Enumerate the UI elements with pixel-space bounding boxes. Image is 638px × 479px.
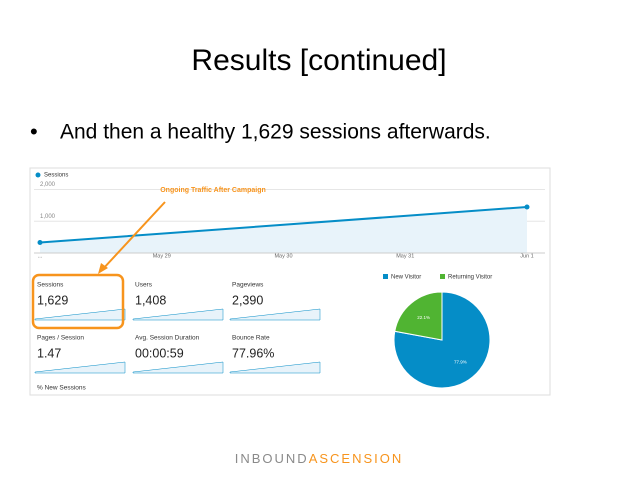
sparkline xyxy=(34,308,126,321)
metric-label: % New Sessions xyxy=(37,385,87,392)
brand-part: INBOUND xyxy=(235,451,309,466)
footer-brand: INBOUNDASCENSION xyxy=(235,451,404,466)
metric-value: 00:00:59 xyxy=(135,346,184,360)
bullet-text: And then a healthy 1,629 sessions afterw… xyxy=(60,121,491,144)
pie-label: 77.9% xyxy=(454,359,467,364)
metric-label: Avg. Session Duration xyxy=(135,335,200,342)
metric-value: 1.47 xyxy=(37,346,61,360)
metric-value: 1,629 xyxy=(37,293,68,307)
line-area xyxy=(40,206,527,253)
session-line xyxy=(39,205,528,244)
metric-label: Sessions xyxy=(37,282,64,289)
metric-label: Pageviews xyxy=(232,282,264,289)
brand-part: ASCENSION xyxy=(309,451,404,466)
line-point xyxy=(37,240,43,246)
metric-label: Pages / Session xyxy=(37,335,84,342)
slide-title: Results [continued] xyxy=(191,44,446,77)
legend-swatch xyxy=(440,274,445,279)
sparkline xyxy=(132,361,224,374)
metric-value: 77.96% xyxy=(232,346,274,360)
sparkline xyxy=(229,308,321,321)
x-tick-label: Jun 1 xyxy=(520,253,533,259)
x-tick-label: May 30 xyxy=(274,253,292,259)
metric-value: 2,390 xyxy=(232,293,263,307)
bullet-dot: • xyxy=(30,119,38,144)
legend-dot xyxy=(35,172,41,178)
sparkline xyxy=(34,361,126,374)
sparkline xyxy=(132,308,224,321)
legend-label: Returning Visitor xyxy=(448,275,492,281)
x-tick-label: May 31 xyxy=(396,253,414,259)
sparkline xyxy=(229,361,321,374)
highlight-box xyxy=(31,273,125,330)
line-point xyxy=(524,204,530,210)
legend-swatch xyxy=(383,274,388,279)
metric-label: Bounce Rate xyxy=(232,335,270,342)
legend-label: New Visitor xyxy=(391,275,421,281)
annotation-arrow xyxy=(101,201,166,271)
y-tick-label: 2,000 xyxy=(40,182,56,188)
arrow-head xyxy=(98,263,108,274)
legend-label: Sessions xyxy=(44,173,68,179)
pie-label: 22.1% xyxy=(417,315,430,320)
x-tick-label: ... xyxy=(38,253,43,259)
y-tick-label: 1,000 xyxy=(40,214,56,220)
metric-label: Users xyxy=(135,282,153,289)
annotation: Ongoing Traffic After Campaign xyxy=(160,187,266,194)
x-tick-label: May 29 xyxy=(153,253,171,259)
metric-value: 1,408 xyxy=(135,293,166,307)
pie-slice xyxy=(394,291,443,341)
